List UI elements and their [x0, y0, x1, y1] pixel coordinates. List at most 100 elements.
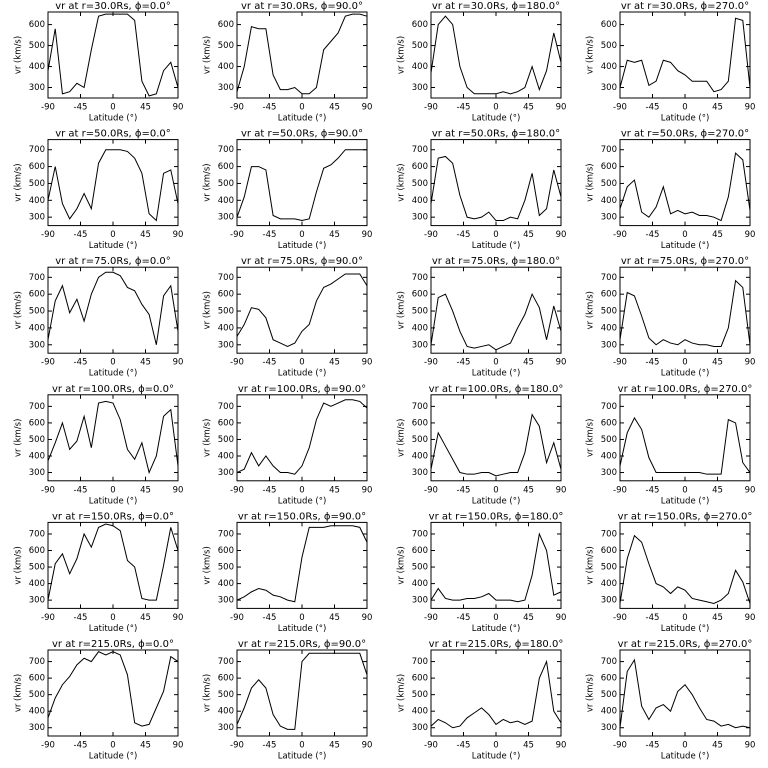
x-tick-label: 90 — [362, 103, 373, 113]
x-tick-label: -45 — [646, 613, 660, 623]
panel-title: vr at r=215.0Rs, ϕ=180.0° — [429, 639, 564, 650]
panel-title: vr at r=215.0Rs, ϕ=0.0° — [52, 639, 174, 650]
x-axis-label: Latitude (°) — [278, 624, 327, 634]
plot-frame — [619, 139, 751, 227]
y-tick-label: 600 — [218, 546, 234, 556]
data-line — [430, 532, 562, 603]
data-line — [430, 413, 562, 477]
plot-frame — [236, 394, 368, 482]
x-tick-label: 90 — [173, 230, 184, 240]
plot-frame — [236, 11, 368, 99]
data-line — [619, 17, 751, 93]
y-tick-label: 500 — [218, 690, 234, 700]
x-tick-label: -90 — [613, 741, 627, 751]
x-tick-label: 45 — [329, 230, 340, 240]
panel-title: vr at r=75.0Rs, ϕ=0.0° — [55, 256, 171, 267]
x-axis-label: Latitude (°) — [472, 114, 521, 124]
y-tick-label: 300 — [218, 723, 234, 733]
x-tick-label: 45 — [712, 485, 723, 495]
plot-frame — [430, 266, 562, 354]
y-tick-label: 500 — [29, 435, 45, 445]
y-tick-label: 500 — [29, 41, 45, 51]
x-tick-label: -90 — [41, 485, 55, 495]
x-axis-label: Latitude (°) — [472, 752, 521, 762]
y-tick-label: 500 — [412, 179, 428, 189]
x-tick-label: 0 — [110, 358, 115, 368]
x-tick-label: -45 — [74, 358, 88, 368]
data-line — [47, 400, 179, 475]
y-axis-label: vr (km/s) — [586, 546, 596, 584]
x-tick-label: -90 — [613, 613, 627, 623]
y-tick-label: 500 — [601, 435, 617, 445]
y-tick-label: 600 — [29, 290, 45, 300]
x-tick-label: 90 — [362, 485, 373, 495]
y-tick-label: 400 — [218, 707, 234, 717]
y-tick-label: 300 — [601, 468, 617, 478]
x-tick-label: 90 — [745, 103, 756, 113]
x-tick-label: -45 — [74, 103, 88, 113]
y-tick-label: 300 — [29, 340, 45, 350]
x-tick-label: 45 — [712, 103, 723, 113]
y-tick-label: 600 — [218, 418, 234, 428]
x-tick-label: -45 — [457, 485, 471, 495]
y-tick-label: 500 — [601, 179, 617, 189]
y-tick-label: 600 — [218, 162, 234, 172]
x-tick-label: -90 — [41, 613, 55, 623]
x-tick-label: -45 — [263, 485, 277, 495]
y-tick-label: 600 — [218, 674, 234, 684]
data-line — [619, 534, 751, 604]
panel-title: vr at r=30.0Rs, ϕ=0.0° — [55, 1, 171, 12]
x-tick-label: 0 — [110, 613, 115, 623]
panel-title: vr at r=30.0Rs, ϕ=180.0° — [432, 1, 560, 12]
y-tick-label: 600 — [218, 20, 234, 30]
plot-frame — [619, 266, 751, 354]
x-axis-label: Latitude (°) — [472, 241, 521, 251]
x-tick-label: 0 — [110, 485, 115, 495]
x-tick-label: 0 — [493, 613, 498, 623]
y-tick-label: 400 — [29, 579, 45, 589]
x-tick-label: 90 — [556, 103, 567, 113]
x-tick-label: 45 — [329, 103, 340, 113]
y-axis-label: vr (km/s) — [14, 36, 24, 74]
y-axis-label: vr (km/s) — [586, 163, 596, 201]
y-tick-label: 300 — [412, 596, 428, 606]
plot-frame — [430, 649, 562, 737]
y-axis-label: vr (km/s) — [14, 674, 24, 712]
y-axis-label: vr (km/s) — [397, 291, 407, 329]
y-tick-label: 300 — [601, 83, 617, 93]
y-tick-label: 300 — [218, 468, 234, 478]
y-tick-label: 700 — [218, 145, 234, 155]
y-tick-label: 400 — [601, 62, 617, 72]
x-tick-label: -90 — [41, 358, 55, 368]
panel-title: vr at r=150.0Rs, ϕ=270.0° — [618, 511, 753, 522]
y-tick-label: 300 — [601, 596, 617, 606]
y-tick-label: 300 — [412, 83, 428, 93]
y-tick-label: 300 — [218, 596, 234, 606]
x-axis-label: Latitude (°) — [278, 241, 327, 251]
x-tick-label: 90 — [745, 741, 756, 751]
x-tick-label: 45 — [523, 613, 534, 623]
plot-frame — [47, 649, 179, 737]
x-axis-label: Latitude (°) — [278, 114, 327, 124]
y-tick-label: 700 — [218, 657, 234, 667]
y-tick-label: 700 — [412, 402, 428, 412]
x-axis-label: Latitude (°) — [278, 752, 327, 762]
x-tick-label: 0 — [299, 103, 304, 113]
y-tick-label: 300 — [601, 340, 617, 350]
x-axis-label: Latitude (°) — [661, 369, 710, 379]
x-tick-label: 45 — [140, 358, 151, 368]
y-tick-label: 500 — [29, 563, 45, 573]
x-axis-label: Latitude (°) — [89, 752, 138, 762]
y-tick-label: 600 — [601, 290, 617, 300]
panel-title: vr at r=215.0Rs, ϕ=90.0° — [238, 639, 366, 650]
y-tick-label: 400 — [412, 451, 428, 461]
data-line — [236, 273, 368, 348]
y-tick-label: 700 — [29, 402, 45, 412]
x-tick-label: 45 — [140, 230, 151, 240]
plot-frame — [47, 521, 179, 609]
x-tick-label: 90 — [173, 741, 184, 751]
x-tick-label: -90 — [613, 103, 627, 113]
x-tick-label: 0 — [682, 613, 687, 623]
